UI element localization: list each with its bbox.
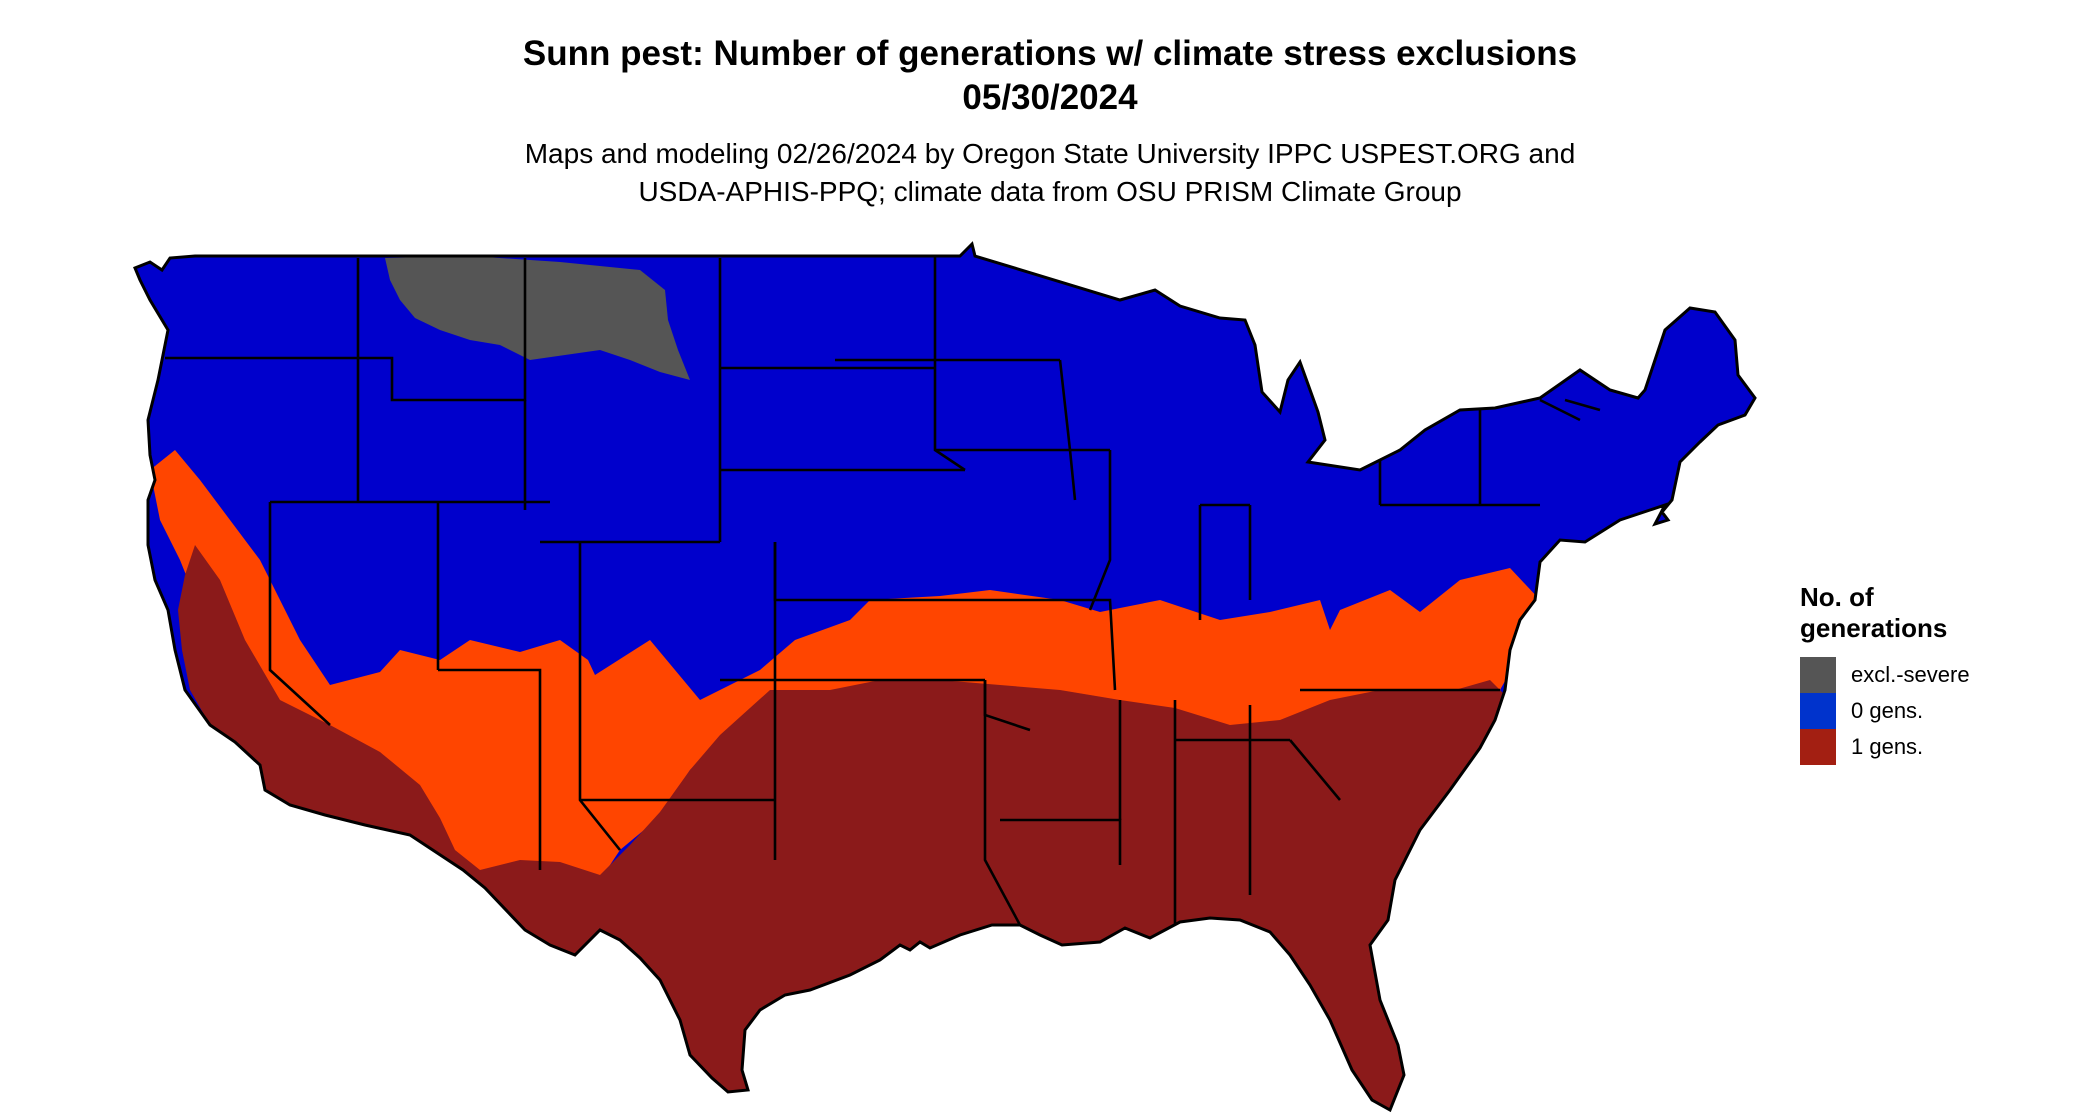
us-outline: [133, 241, 1757, 1113]
subtitle-line-2: USDA-APHIS-PPQ; climate data from OSU PR…: [638, 176, 1462, 207]
state-border-38: [1539, 398, 1581, 422]
legend: No. of generations excl.-severe 0 gens. …: [1800, 582, 1970, 765]
legend-label-zero: 0 gens.: [1851, 698, 1924, 723]
state-border-30: [1289, 739, 1341, 801]
state-border-24: [983, 680, 1022, 926]
legend-items: excl.-severe 0 gens. 1 gens.: [1800, 657, 1970, 765]
legend-title: No. of generations: [1800, 582, 1970, 644]
legend-swatch-zero: [1800, 693, 1836, 729]
subtitle-line-1: Maps and modeling 02/26/2024 by Oregon S…: [524, 138, 1576, 169]
state-border-2: [358, 258, 527, 402]
title-date: 05/30/2024: [962, 78, 1138, 117]
state-border-23: [985, 598, 1117, 691]
legend-title-line-2: generations: [1800, 613, 1948, 643]
map-title: Sunn pest: Number of generations w/ clim…: [0, 32, 2100, 120]
state-border-22: [1088, 450, 1112, 611]
legend-item-one: 1 gens.: [1800, 729, 1970, 765]
legend-swatch-one: [1800, 729, 1836, 765]
legend-swatch-excluded: [1800, 657, 1836, 693]
one-generation-region: [178, 545, 1510, 1110]
state-border-5: [268, 502, 331, 726]
excluded-severe-region: [385, 256, 690, 380]
legend-label-one: 1 gens.: [1851, 734, 1924, 759]
state-border-39: [1564, 398, 1601, 412]
legend-label-excluded: excl.-severe: [1851, 662, 1970, 687]
transition-zone: [150, 450, 1540, 880]
title-line-1: Sunn pest: Number of generations w/ clim…: [522, 34, 1578, 73]
state-borders: [165, 256, 1601, 926]
legend-title-line-1: No. of: [1800, 582, 1874, 612]
state-border-7: [438, 668, 542, 870]
legend-item-excluded: excl.-severe: [1800, 657, 1970, 693]
legend-item-zero: 0 gens.: [1800, 693, 1970, 729]
state-border-15: [773, 542, 985, 602]
map-subtitle: Maps and modeling 02/26/2024 by Oregon S…: [0, 135, 2100, 211]
